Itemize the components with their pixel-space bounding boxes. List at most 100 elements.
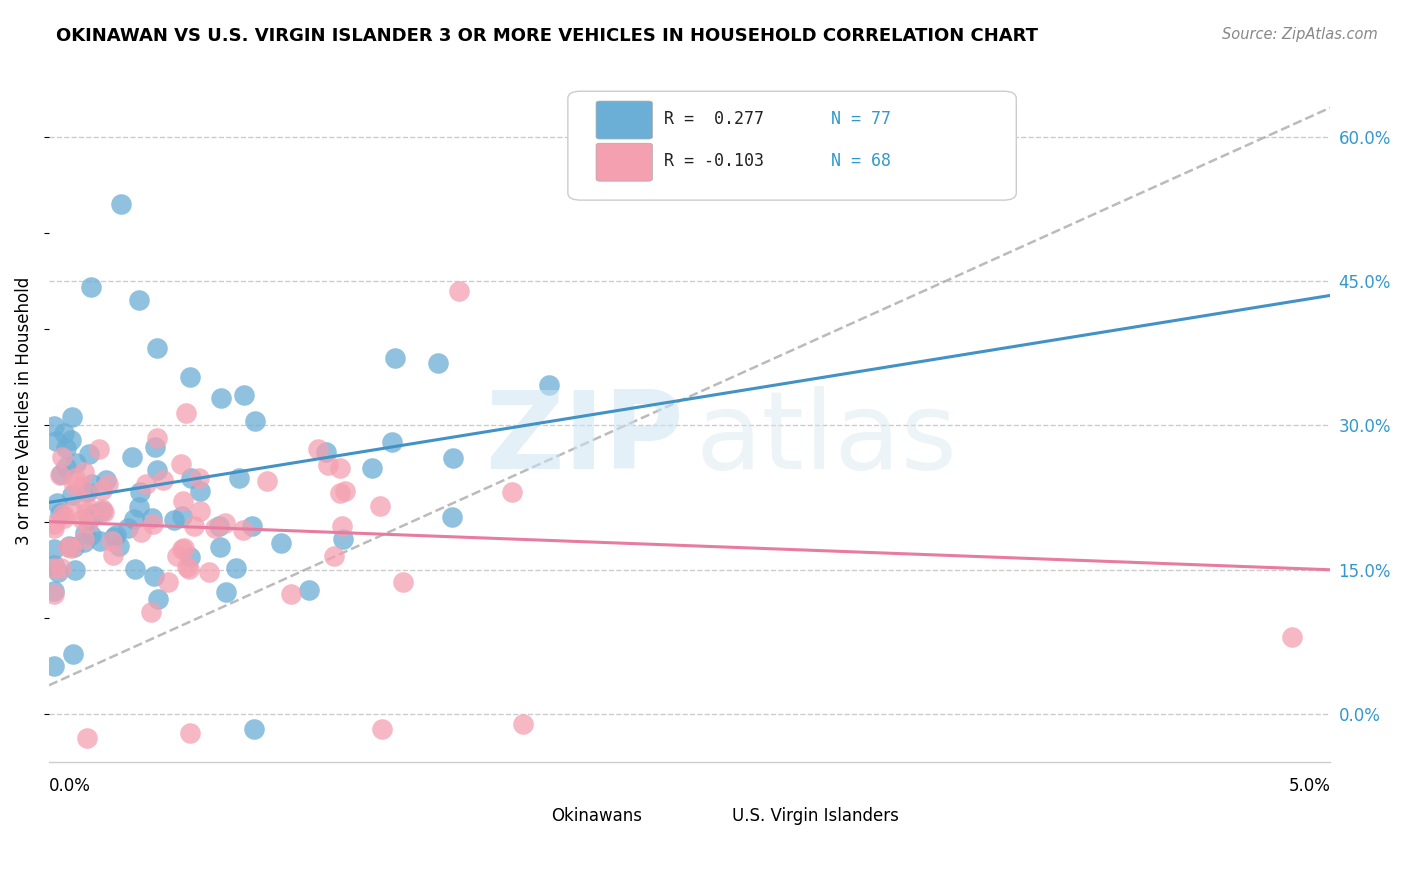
Point	[121, 450, 143, 465]
FancyBboxPatch shape	[501, 800, 546, 831]
Point	[197, 565, 219, 579]
Point	[145, 342, 167, 356]
Point	[143, 441, 166, 455]
Point	[56, 540, 79, 554]
Point	[243, 722, 266, 736]
Point	[124, 562, 146, 576]
Point	[91, 502, 114, 516]
Text: atlas: atlas	[696, 386, 957, 492]
Point	[384, 351, 406, 365]
Point	[163, 513, 186, 527]
Point	[381, 435, 404, 450]
Point	[169, 457, 191, 471]
Point	[53, 511, 76, 525]
Point	[104, 528, 127, 542]
Point	[391, 575, 413, 590]
FancyBboxPatch shape	[679, 800, 725, 831]
Text: Okinawans: Okinawans	[551, 806, 643, 825]
Point	[53, 426, 76, 441]
Point	[48, 506, 70, 520]
Point	[73, 495, 96, 509]
FancyBboxPatch shape	[596, 144, 652, 181]
Point	[90, 504, 112, 518]
Point	[129, 484, 152, 499]
Point	[512, 716, 534, 731]
Point	[93, 505, 115, 519]
Point	[44, 542, 66, 557]
Point	[188, 471, 211, 485]
Point	[45, 434, 67, 448]
Point	[368, 500, 391, 514]
Point	[42, 516, 65, 531]
Point	[232, 523, 254, 537]
Point	[166, 549, 188, 564]
Point	[51, 561, 73, 575]
Point	[188, 483, 211, 498]
Point	[60, 488, 83, 502]
Point	[1281, 630, 1303, 644]
Point	[60, 541, 83, 556]
Point	[152, 473, 174, 487]
Point	[426, 357, 449, 371]
Point	[298, 583, 321, 598]
Point	[243, 414, 266, 428]
Point	[49, 467, 72, 482]
Point	[89, 534, 111, 549]
Point	[329, 461, 352, 475]
Point	[215, 585, 238, 599]
Text: U.S. Virgin Islanders: U.S. Virgin Islanders	[733, 806, 898, 825]
Point	[100, 533, 122, 548]
Point	[174, 406, 197, 420]
Point	[70, 512, 93, 526]
Point	[63, 564, 86, 578]
Point	[97, 477, 120, 491]
Point	[91, 483, 114, 497]
Point	[441, 451, 464, 466]
Text: OKINAWAN VS U.S. VIRGIN ISLANDER 3 OR MORE VEHICLES IN HOUSEHOLD CORRELATION CHA: OKINAWAN VS U.S. VIRGIN ISLANDER 3 OR MO…	[56, 27, 1038, 45]
Point	[157, 575, 180, 590]
Point	[60, 504, 83, 518]
Text: 5.0%: 5.0%	[1288, 777, 1330, 795]
Point	[122, 511, 145, 525]
Point	[76, 505, 98, 519]
Point	[232, 388, 254, 402]
Point	[117, 521, 139, 535]
Point	[65, 471, 87, 485]
Text: R =  0.277: R = 0.277	[664, 111, 763, 128]
Point	[63, 540, 86, 554]
Point	[42, 419, 65, 434]
Text: ZIP: ZIP	[485, 386, 683, 492]
Point	[77, 512, 100, 526]
Point	[42, 521, 65, 535]
Point	[80, 280, 103, 294]
Point	[94, 473, 117, 487]
Point	[214, 516, 236, 531]
Point	[179, 726, 201, 740]
Point	[172, 494, 194, 508]
Point	[333, 484, 356, 499]
Point	[49, 467, 72, 482]
Point	[73, 465, 96, 479]
Point	[188, 504, 211, 518]
Point	[80, 528, 103, 542]
Point	[537, 378, 560, 392]
Point	[179, 370, 201, 384]
Point	[59, 433, 82, 447]
Point	[62, 478, 84, 492]
Point	[128, 500, 150, 514]
Point	[332, 532, 354, 546]
Point	[108, 539, 131, 553]
Point	[146, 591, 169, 606]
Point	[55, 442, 77, 456]
Point	[280, 587, 302, 601]
Y-axis label: 3 or more Vehicles in Household: 3 or more Vehicles in Household	[15, 277, 32, 545]
Point	[143, 569, 166, 583]
Point	[83, 507, 105, 521]
Point	[76, 485, 98, 500]
Point	[179, 550, 201, 565]
Point	[103, 531, 125, 545]
Point	[44, 558, 66, 573]
Point	[70, 481, 93, 495]
Point	[315, 444, 337, 458]
Point	[80, 476, 103, 491]
